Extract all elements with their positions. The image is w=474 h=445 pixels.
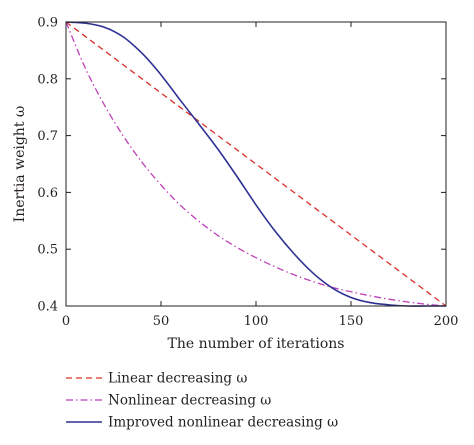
x-tick-label: 100	[244, 314, 269, 329]
series-layer	[65, 21, 447, 307]
linear-decreasing-series	[65, 21, 447, 307]
x-axis-label: The number of iterations	[167, 336, 344, 352]
y-tick-label: 0.7	[37, 129, 58, 144]
legend-label: Linear decreasing ω	[108, 371, 247, 387]
y-tick-label: 0.4	[37, 300, 58, 315]
legend-label: Nonlinear decreasing ω	[108, 393, 271, 409]
x-tick-label: 150	[339, 314, 364, 329]
nonlinear-decreasing-series	[65, 21, 447, 307]
legend-item-linear: Linear decreasing ω	[66, 371, 247, 387]
ticks-layer: 0 50 100 150 200 0.4 0.5 0.6 0.7 0.8 0.9	[37, 16, 458, 330]
y-axis-label: Inertia weight ω	[12, 106, 28, 223]
x-tick-label: 50	[153, 314, 170, 329]
legend: Linear decreasing ω Nonlinear decreasing …	[66, 371, 338, 431]
y-tick-label: 0.9	[37, 16, 58, 31]
y-tick-label: 0.8	[37, 72, 58, 87]
legend-item-improved: Improved nonlinear decreasing ω	[66, 415, 338, 431]
y-tick-label: 0.5	[37, 243, 58, 258]
legend-item-nonlinear: Nonlinear decreasing ω	[66, 393, 271, 409]
x-tick-label: 200	[434, 314, 459, 329]
y-tick-label: 0.6	[37, 186, 58, 201]
x-tick-label: 0	[62, 314, 70, 329]
improved-nonlinear-decreasing-series	[65, 21, 446, 307]
legend-label: Improved nonlinear decreasing ω	[108, 415, 338, 431]
